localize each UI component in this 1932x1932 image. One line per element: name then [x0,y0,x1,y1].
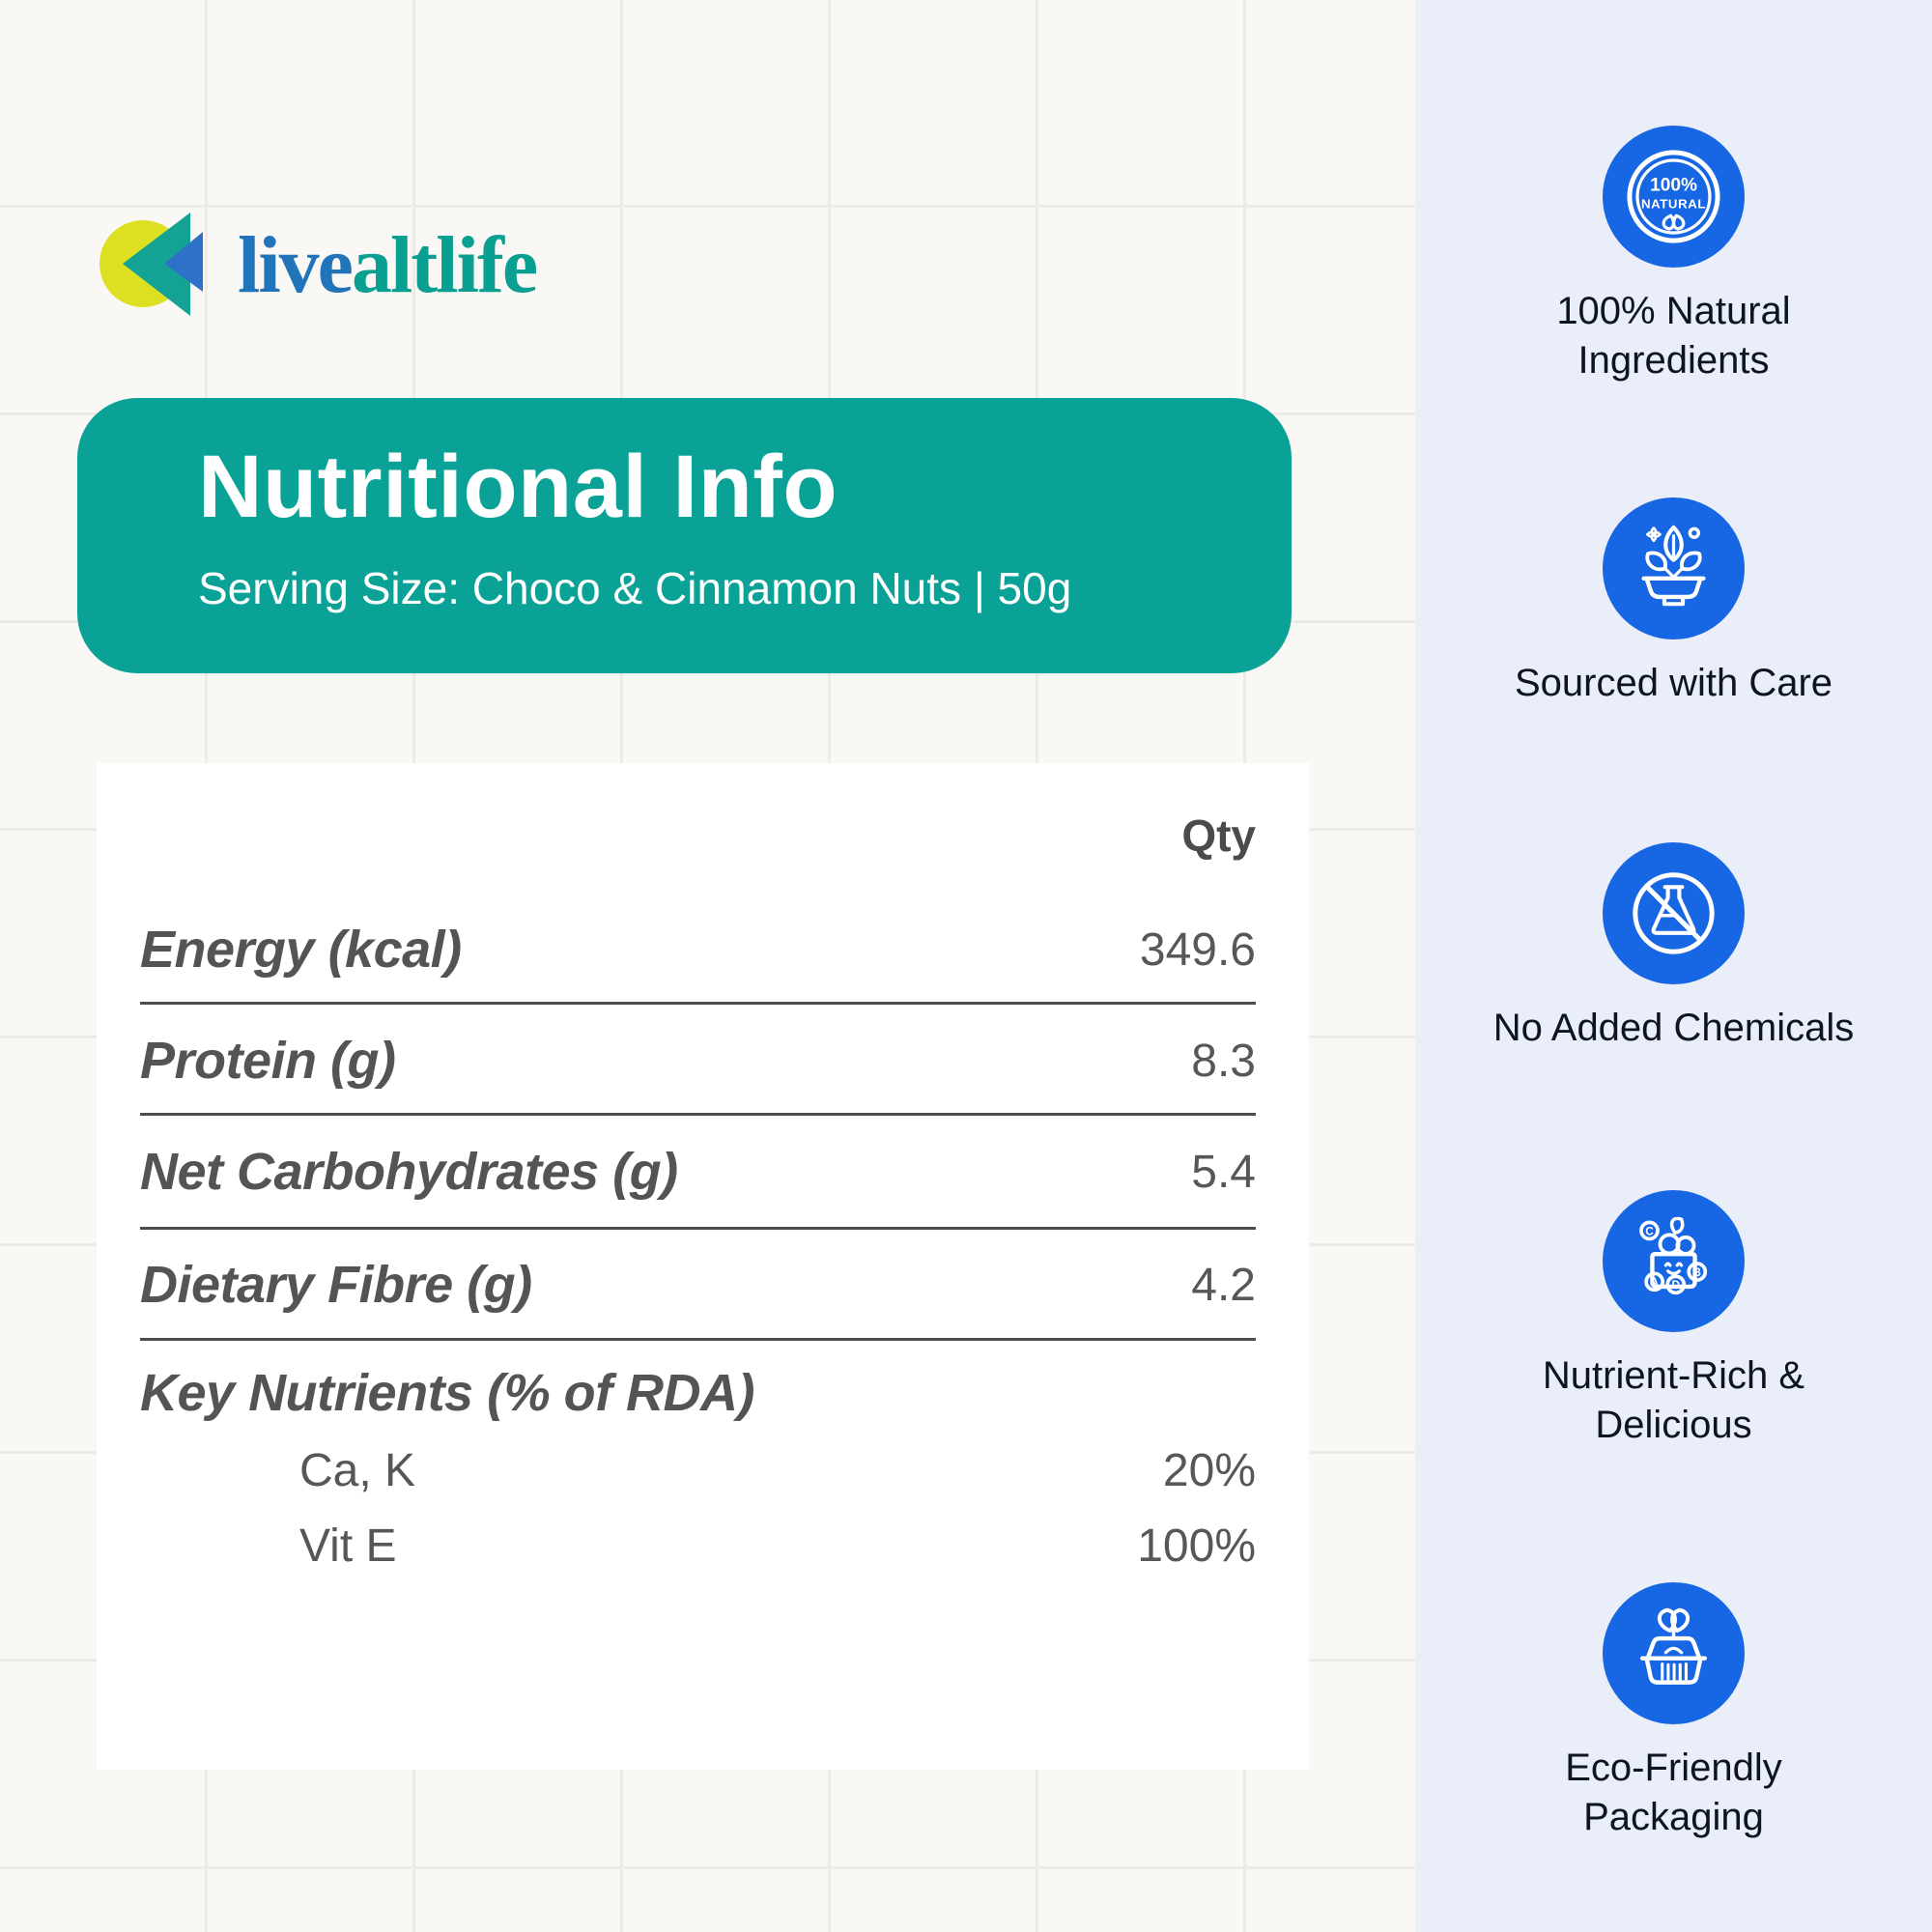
eco-packaging-icon [1603,1582,1745,1724]
title-card: Nutritional Info Serving Size: Choco & C… [77,398,1292,673]
row-label: Dietary Fibre (g) [140,1256,532,1314]
nutrition-table: Qty Energy (kcal) 349.6 Protein (g) 8.3 … [97,763,1309,1770]
feature-label-line: Ingredients [1577,338,1770,382]
natural-badge-icon: 100% NATURAL [1603,126,1745,268]
brand-wordmark: livealtlife [238,225,538,306]
no-chemicals-icon [1603,842,1745,984]
row-value: 4.2 [1191,1259,1256,1311]
qty-column-header: Qty [1181,810,1256,861]
feature-label-line: Nutrient-Rich & [1542,1354,1805,1397]
feature-label: No Added Chemicals [1493,1004,1855,1053]
rewind-arrows-icon [99,213,203,316]
plant-bowl-icon [1603,497,1745,639]
svg-text:100%: 100% [1650,176,1697,196]
row-value: 100% [1137,1520,1256,1572]
table-row: Ca, K 20% [140,1432,1256,1509]
nutrient-basket-icon: C A D B [1603,1190,1745,1332]
key-nutrients-heading-row: Key Nutrients (% of RDA) [140,1350,1256,1436]
table-row: Vit E 100% [140,1507,1256,1584]
feature-label-line: Delicious [1595,1403,1752,1446]
row-label: Ca, K [299,1444,416,1496]
row-divider [140,1113,1256,1116]
feature-label-line: No Added Chemicals [1492,1007,1855,1049]
row-value: 8.3 [1191,1035,1256,1087]
feature-item-eco-packaging: Eco-Friendly Packaging [1415,1582,1932,1842]
feature-label: 100% Natural Ingredients [1556,287,1790,385]
feature-label: Nutrient-Rich & Delicious [1543,1351,1804,1450]
svg-text:B: B [1693,1266,1702,1279]
svg-text:A: A [1650,1276,1659,1289]
row-divider [140,1338,1256,1341]
feature-label-line: Packaging [1583,1795,1764,1838]
feature-item-sourced: Sourced with Care [1415,497,1932,708]
feature-item-no-chemicals: No Added Chemicals [1415,842,1932,1053]
row-label: Net Carbohydrates (g) [140,1143,678,1201]
feature-label: Eco-Friendly Packaging [1565,1744,1782,1842]
feature-label-line: Sourced with Care [1514,662,1833,704]
row-value: 5.4 [1191,1146,1256,1198]
table-row: Dietary Fibre (g) 4.2 [140,1241,1256,1328]
feature-label-line: Eco-Friendly [1565,1747,1782,1789]
row-divider [140,1227,1256,1230]
page-title: Nutritional Info [198,438,838,536]
svg-text:NATURAL: NATURAL [1641,196,1706,211]
feature-item-nutrient-rich: C A D B Nutrient-Rich & Delicious [1415,1190,1932,1450]
feature-label: Sourced with Care [1515,659,1833,708]
row-value: 349.6 [1139,923,1256,976]
table-row: Net Carbohydrates (g) 5.4 [140,1128,1256,1215]
serving-size-subtitle: Serving Size: Choco & Cinnamon Nuts | 50… [198,563,1072,613]
table-row: Protein (g) 8.3 [140,1017,1256,1104]
table-row: Energy (kcal) 349.6 [140,906,1256,993]
row-label: Protein (g) [140,1032,396,1090]
features-sidebar: 100% NATURAL 100% Natural Ingredients [1415,0,1932,1932]
svg-text:C: C [1645,1225,1654,1237]
row-value: 20% [1162,1444,1256,1496]
feature-item-natural: 100% NATURAL 100% Natural Ingredients [1415,126,1932,385]
brand-word-altlife: altlife [351,220,538,310]
svg-text:D: D [1671,1279,1680,1292]
row-label: Energy (kcal) [140,921,462,979]
key-nutrients-heading: Key Nutrients (% of RDA) [140,1364,755,1422]
feature-label-line: 100% Natural [1556,290,1791,332]
row-divider [140,1002,1256,1005]
row-label: Vit E [299,1520,397,1572]
table-header-row: Qty [140,792,1256,879]
brand-word-live: live [238,220,354,310]
brand-logo: livealtlife [92,203,538,328]
